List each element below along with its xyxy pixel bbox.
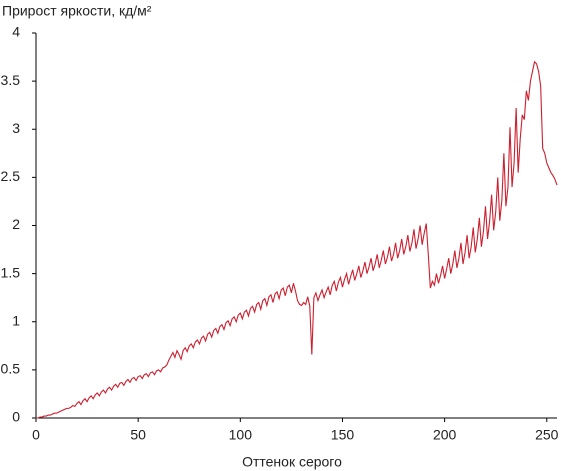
y-tick-label: 1.5 [1,264,21,280]
x-tick-label: 200 [433,427,457,443]
x-tick-label: 50 [130,427,146,443]
y-tick-label: 3 [12,120,20,136]
y-tick-label: 2.5 [1,168,21,184]
x-axis-label: Оттенок серого [242,454,342,470]
x-tick-label: 100 [229,427,253,443]
y-tick-label: 0 [12,409,20,425]
x-tick-label: 250 [535,427,559,443]
x-tick-label: 150 [331,427,355,443]
y-tick-label: 1 [12,312,20,328]
y-tick-label: 3.5 [1,72,21,88]
data-line [36,60,558,419]
y-tick-label: 2 [12,216,20,232]
y-tick-label: 0.5 [1,361,21,377]
x-tick-label: 0 [32,427,40,443]
chart-title: Прирост яркости, кд/м² [2,3,152,19]
y-tick-label: 4 [12,24,20,40]
